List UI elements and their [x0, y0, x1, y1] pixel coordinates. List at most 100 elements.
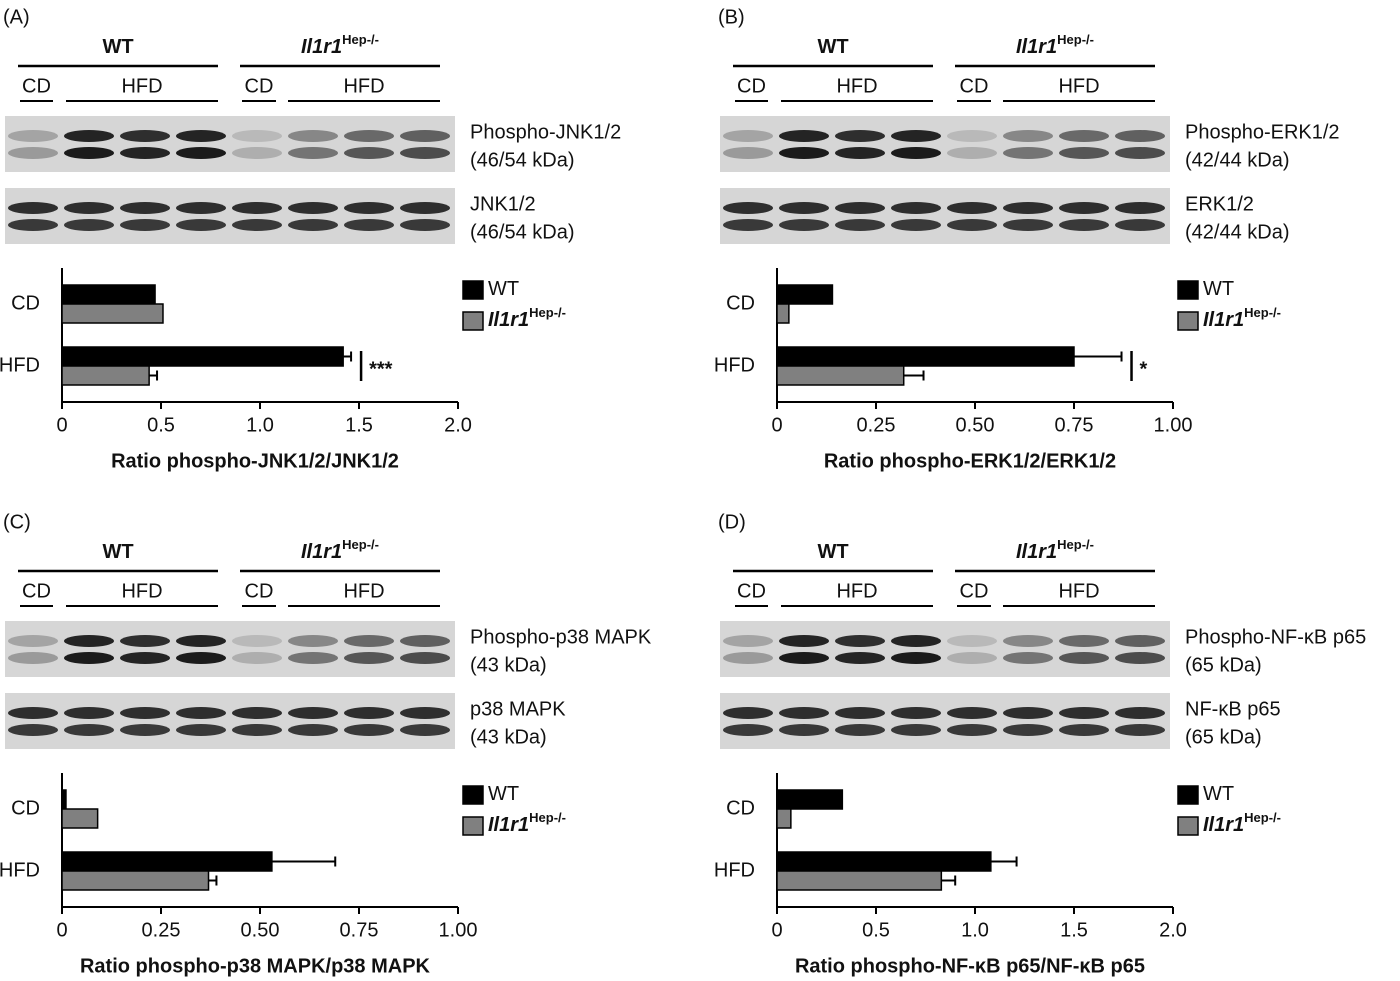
blot-label: (42/44 kDa) [1185, 149, 1290, 171]
blot-band [1115, 219, 1165, 231]
x-tick-label: 0.50 [241, 919, 280, 941]
blot-label: (65 kDa) [1185, 654, 1262, 676]
blot-band [779, 724, 829, 736]
legend-swatch [1177, 816, 1199, 836]
blot-band [779, 635, 829, 647]
blot-band [176, 147, 226, 159]
blot-band [8, 707, 58, 719]
x-tick-label: 0.25 [142, 919, 181, 941]
group-superscript: Hep-/- [1057, 32, 1094, 47]
diet-label: CD [22, 75, 51, 97]
legend-swatch [462, 785, 484, 805]
group-superscript: Hep-/- [1057, 537, 1094, 552]
blot-band [1115, 707, 1165, 719]
blot-label: JNK1/2 [470, 193, 536, 215]
bar [776, 870, 943, 891]
blot-band [8, 219, 58, 231]
blot-band [1003, 707, 1053, 719]
bar [61, 808, 99, 829]
blot-band [344, 635, 394, 647]
legend-label: Il1r1Hep-/- [488, 810, 566, 836]
y-tick-label: HFD [0, 859, 40, 881]
error-bar [208, 875, 218, 886]
blot-band [232, 635, 282, 647]
blot-band [176, 707, 226, 719]
blot-band [835, 707, 885, 719]
blot-band [288, 707, 338, 719]
group-name: WT [817, 541, 848, 563]
x-tick-label: 1.0 [246, 414, 274, 436]
legend-superscript: Hep-/- [529, 810, 566, 825]
panel: (A)WT Il1r1Hep-/-CD HFD CD HFDPhospho-JNK1/2… [0, 6, 621, 472]
bar [61, 365, 150, 386]
blot-band [288, 219, 338, 231]
blot-band [779, 652, 829, 664]
x-tick-label: 0.75 [1055, 414, 1094, 436]
panel-label: (B) [718, 6, 745, 28]
diet-label: CD [737, 75, 766, 97]
blot-band [891, 724, 941, 736]
blot-band [1003, 130, 1053, 142]
group-name: Il1r1 [301, 36, 342, 58]
x-tick-label: 0.50 [956, 414, 995, 436]
legend-label: Il1r1Hep-/- [488, 305, 566, 331]
blot-band [1059, 219, 1109, 231]
blot-band [891, 219, 941, 231]
blot-band [891, 652, 941, 664]
diet-label: CD [22, 580, 51, 602]
error-bar [941, 875, 957, 886]
blot-band [723, 219, 773, 231]
y-tick-label: HFD [714, 354, 755, 376]
bar [776, 365, 905, 386]
blot-band [64, 707, 114, 719]
blot-label: ERK1/2 [1185, 193, 1254, 215]
blot-band [1059, 635, 1109, 647]
blot-band [835, 202, 885, 214]
legend-swatch [462, 311, 484, 331]
blot-image [5, 693, 455, 749]
blot-label: Phospho-p38 MAPK [470, 626, 652, 648]
x-axis-title: Ratio phospho-ERK1/2/ERK1/2 [824, 450, 1116, 472]
bar [776, 303, 790, 324]
blot-band [400, 147, 450, 159]
group-label: WT [817, 36, 848, 58]
blot-label: (65 kDa) [1185, 726, 1262, 748]
blot-label: (46/54 kDa) [470, 221, 575, 243]
legend-swatch [462, 280, 484, 300]
panel-label: (A) [3, 6, 30, 28]
blot-band [1115, 635, 1165, 647]
error-bar [149, 370, 159, 381]
diet-label: HFD [836, 75, 877, 97]
blot-image [720, 188, 1170, 244]
blot-band [120, 130, 170, 142]
blot-band [723, 130, 773, 142]
legend-label: WT [488, 278, 519, 300]
significance-label: * [1140, 358, 1148, 380]
blot-image [5, 621, 455, 677]
x-tick-label: 1.5 [345, 414, 373, 436]
blot-band [120, 707, 170, 719]
blot-band [8, 147, 58, 159]
blot-band [232, 724, 282, 736]
blot-band [288, 724, 338, 736]
blot-label: (43 kDa) [470, 654, 547, 676]
blot-label: (43 kDa) [470, 726, 547, 748]
diet-label: HFD [1058, 75, 1099, 97]
diet-label: CD [245, 75, 274, 97]
blot-band [400, 707, 450, 719]
blot-band [288, 130, 338, 142]
panel: (B)WT Il1r1Hep-/-CD HFD CD HFDPhospho-ERK1/2… [714, 6, 1340, 472]
blot-band [400, 219, 450, 231]
panel-label: (D) [718, 511, 746, 533]
blot-band [779, 130, 829, 142]
blot-band [64, 219, 114, 231]
legend-name: WT [488, 783, 519, 805]
blot-band [891, 147, 941, 159]
bar [61, 851, 273, 872]
error-bar [271, 856, 337, 867]
blot-band [400, 724, 450, 736]
diet-label: HFD [121, 580, 162, 602]
blot-band [1059, 147, 1109, 159]
legend-swatch [462, 816, 484, 836]
blot-band [723, 147, 773, 159]
